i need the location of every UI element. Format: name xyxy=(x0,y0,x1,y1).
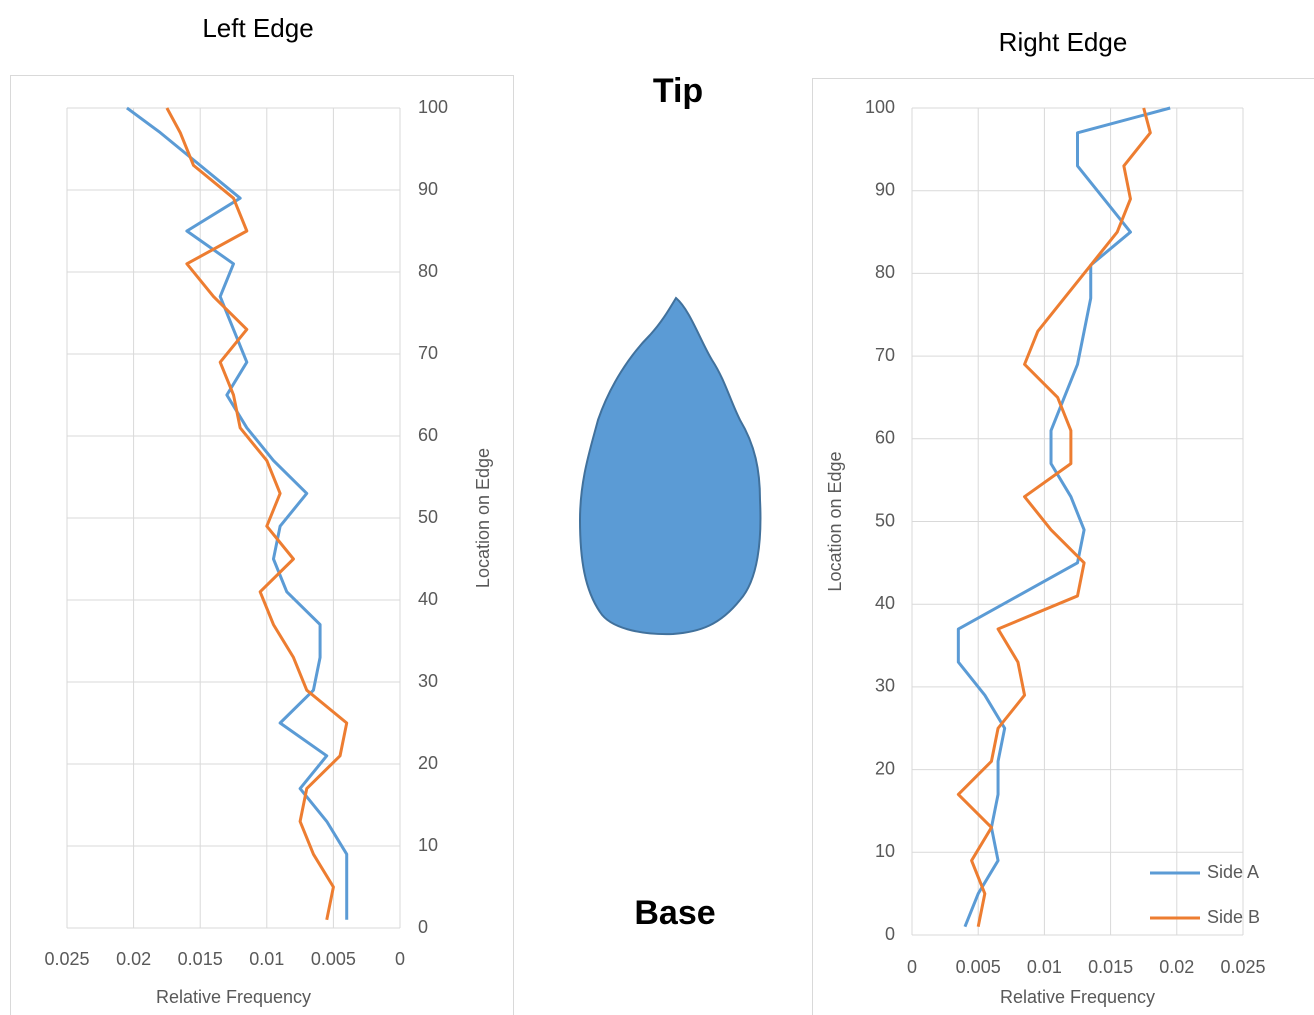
y-tick-label: 0 xyxy=(418,917,428,937)
y-tick-label: 70 xyxy=(418,343,438,363)
chart-frame xyxy=(10,75,514,1015)
y-tick-label: 90 xyxy=(875,179,895,199)
x-tick-label: 0 xyxy=(395,949,405,969)
x-tick-label: 0.01 xyxy=(249,949,284,969)
y-tick-label: 30 xyxy=(875,676,895,696)
legend-label: Side B xyxy=(1207,907,1260,927)
x-axis-title: Relative Frequency xyxy=(156,987,311,1007)
y-tick-label: 60 xyxy=(875,428,895,448)
y-tick-label: 80 xyxy=(418,261,438,281)
y-tick-label: 90 xyxy=(418,179,438,199)
tip-label: Tip xyxy=(653,72,703,110)
y-tick-label: 0 xyxy=(885,924,895,944)
y-tick-label: 20 xyxy=(418,753,438,773)
series-line xyxy=(956,106,1171,928)
y-tick-label: 40 xyxy=(418,589,438,609)
x-tick-label: 0.02 xyxy=(1159,957,1194,977)
x-tick-label: 0.01 xyxy=(1027,957,1062,977)
x-axis-title: Relative Frequency xyxy=(1000,987,1155,1007)
x-tick-label: 0.015 xyxy=(1088,957,1133,977)
legend-label: Side A xyxy=(1207,862,1259,882)
chart-frame xyxy=(812,78,1314,1015)
chart-title: Left Edge xyxy=(202,13,313,43)
y-axis-title: Location on Edge xyxy=(825,451,845,591)
y-tick-label: 80 xyxy=(875,262,895,282)
y-tick-label: 100 xyxy=(865,97,895,117)
y-tick-label: 10 xyxy=(875,841,895,861)
y-tick-label: 20 xyxy=(875,758,895,778)
y-tick-label: 50 xyxy=(418,507,438,527)
y-tick-label: 70 xyxy=(875,345,895,365)
series-line xyxy=(956,107,1152,928)
chart-title: Right Edge xyxy=(999,27,1128,57)
y-axis-title: Location on Edge xyxy=(473,448,493,588)
y-tick-label: 100 xyxy=(418,97,448,117)
x-tick-label: 0.025 xyxy=(1220,957,1265,977)
leaf-shape xyxy=(578,296,762,636)
base-label: Base xyxy=(634,894,715,932)
y-tick-label: 10 xyxy=(418,835,438,855)
x-tick-label: 0.025 xyxy=(44,949,89,969)
y-tick-label: 60 xyxy=(418,425,438,445)
y-tick-label: 50 xyxy=(875,510,895,530)
x-tick-label: 0.005 xyxy=(956,957,1001,977)
series-line xyxy=(126,106,349,920)
x-tick-label: 0.005 xyxy=(311,949,356,969)
y-tick-label: 30 xyxy=(418,671,438,691)
y-tick-label: 40 xyxy=(875,593,895,613)
series-line xyxy=(165,107,349,921)
x-tick-label: 0.02 xyxy=(116,949,151,969)
x-tick-label: 0 xyxy=(907,957,917,977)
x-tick-label: 0.015 xyxy=(178,949,223,969)
